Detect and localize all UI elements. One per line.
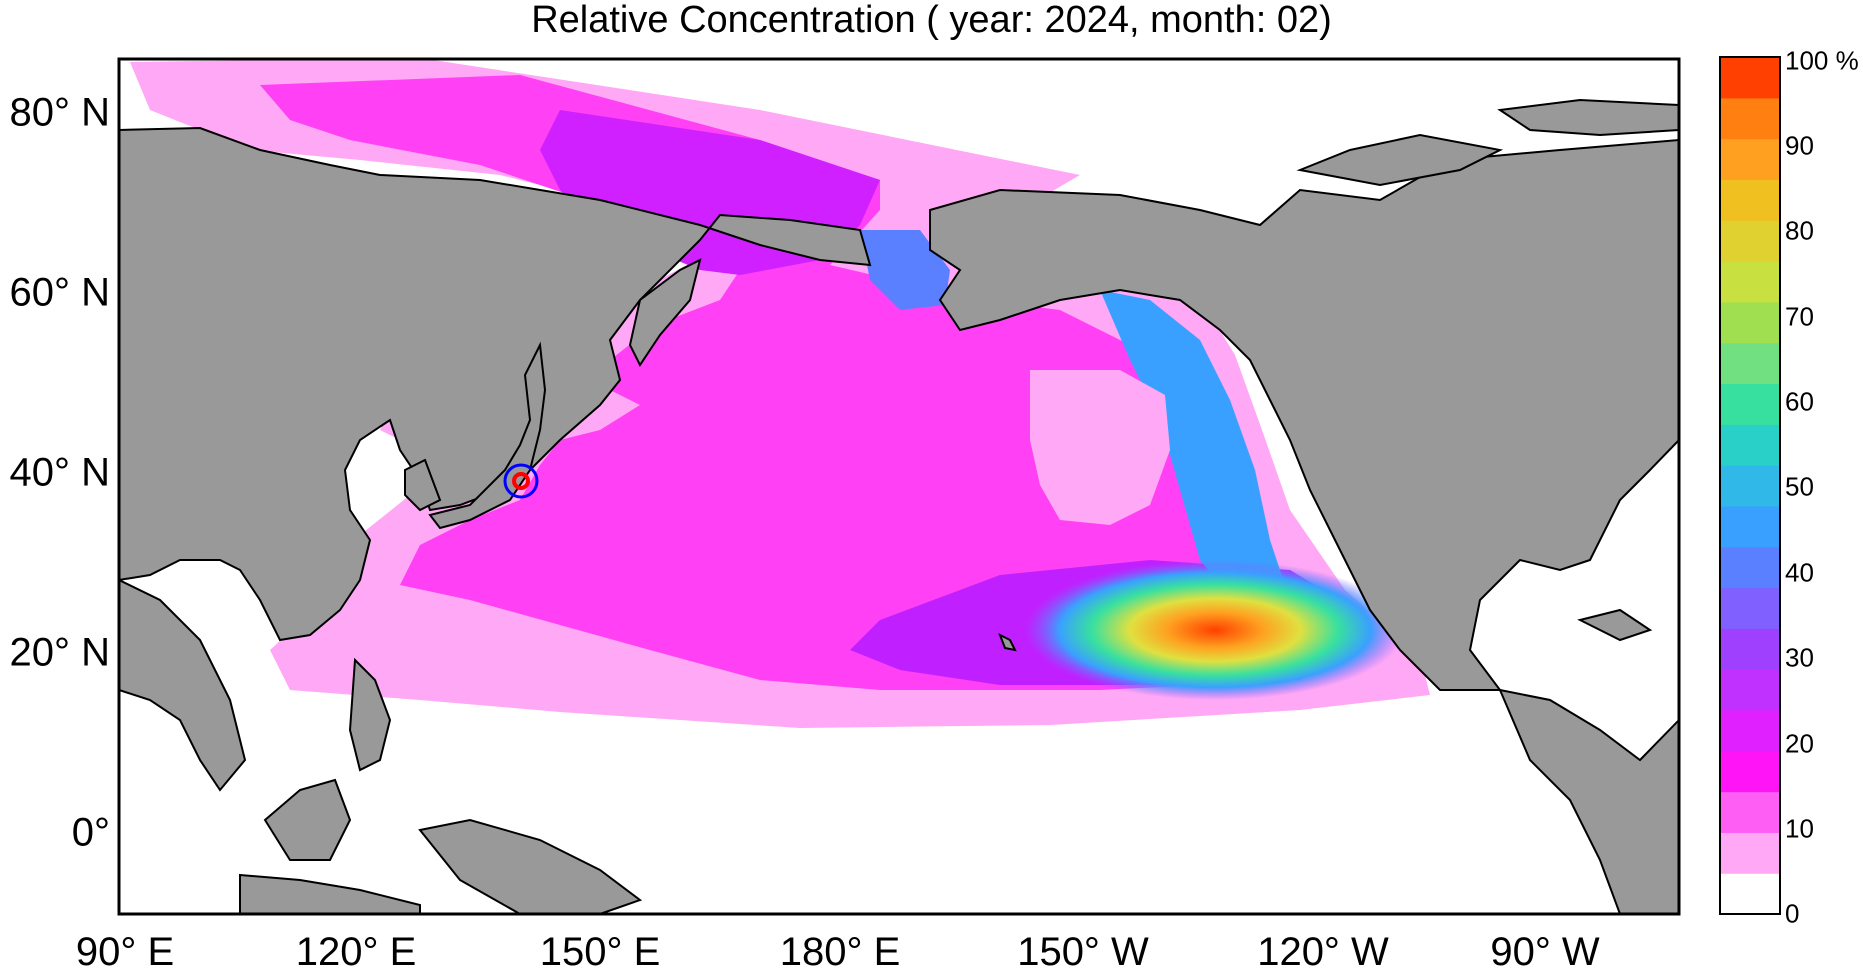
concentration-low-interior [1030, 370, 1170, 525]
concentration-field [130, 59, 1430, 728]
colorbar-label-40: 40 [1785, 557, 1814, 588]
colorbar-band [1720, 546, 1780, 589]
colorbar-label-30: 30 [1785, 642, 1814, 673]
land [119, 98, 1679, 914]
map-body [119, 59, 1679, 914]
land-philippines [348, 657, 392, 772]
land-kamchatka [628, 258, 702, 367]
land-japan [428, 341, 547, 530]
release-site-marker [503, 463, 539, 499]
colorbar-band [1720, 465, 1780, 507]
colorbar-band [1720, 138, 1780, 181]
map-frame [117, 57, 1681, 916]
lon-label-150w: 150° W [1017, 930, 1149, 974]
lat-label-80n: 80° N [9, 90, 111, 135]
land-hawaii [998, 632, 1017, 652]
land-north-america [929, 138, 1679, 691]
colorbar-label-60: 60 [1785, 386, 1814, 417]
land-canadian-arctic [1296, 133, 1504, 187]
colorbar-band [1720, 179, 1780, 221]
lat-label-40n: 40° N [9, 450, 111, 495]
lon-label-150e: 150° E [539, 930, 661, 974]
lon-label-120w: 120° W [1257, 930, 1389, 974]
colorbar [1720, 57, 1780, 915]
colorbar-label-90: 90 [1785, 130, 1814, 161]
lat-label-60n: 60° N [9, 270, 111, 315]
colorbar-band [1720, 791, 1780, 833]
colorbar-label-10: 10 [1785, 813, 1814, 844]
colorbar-band [1720, 587, 1780, 629]
colorbar-band [1720, 424, 1780, 466]
colorbar-band [1720, 57, 1780, 99]
land-southeast-asia [119, 578, 247, 792]
land-island-south [1577, 608, 1653, 642]
colorbar-band [1720, 669, 1780, 711]
colorbar-band [1720, 505, 1780, 548]
colorbar-band [1720, 342, 1780, 385]
concentration-20pct [260, 75, 1350, 690]
colorbar-label-80: 80 [1785, 215, 1814, 246]
colorbar-band [1720, 301, 1780, 344]
land-korea-japan [404, 458, 442, 512]
land-borneo [263, 778, 352, 861]
colorbar-label-20: 20 [1785, 728, 1814, 759]
colorbar-band [1720, 383, 1780, 425]
map-title: Relative Concentration ( year: 2024, mon… [531, 0, 1332, 41]
lon-label-120e: 120° E [295, 930, 417, 974]
concentration-peak [1025, 560, 1405, 700]
concentration-40pct-strait [860, 230, 950, 310]
colorbar-band [1720, 709, 1780, 752]
colorbar-label-70: 70 [1785, 301, 1814, 332]
colorbar-band [1720, 628, 1780, 670]
colorbar-band [1720, 220, 1780, 262]
land-new-guinea [418, 818, 643, 914]
lat-label-0: 0° [71, 810, 110, 855]
colorbar-band [1720, 261, 1780, 303]
lon-label-90e: 90° E [75, 930, 175, 974]
lon-label-180e: 180° E [779, 930, 901, 974]
lon-label-90w: 90° W [1490, 930, 1600, 974]
lat-label-20n: 20° N [9, 630, 111, 675]
colorbar-frame [1719, 56, 1781, 915]
colorbar-label-50: 50 [1785, 471, 1814, 502]
marker-ring-outer [503, 463, 539, 499]
land-arctic-islands [1497, 98, 1679, 137]
colorbar-band [1720, 750, 1780, 793]
colorbar-band [1720, 97, 1780, 140]
colorbar-band [1720, 873, 1780, 915]
colorbar-label-100: 100 % [1785, 45, 1859, 76]
marker-ring-inner [512, 472, 530, 490]
land-indonesia [239, 873, 421, 914]
colorbar-band [1720, 832, 1780, 874]
land-central-america [1498, 688, 1679, 914]
colorbar-label-0: 0 [1785, 898, 1800, 929]
concentration-40pct-coast [1100, 290, 1290, 620]
